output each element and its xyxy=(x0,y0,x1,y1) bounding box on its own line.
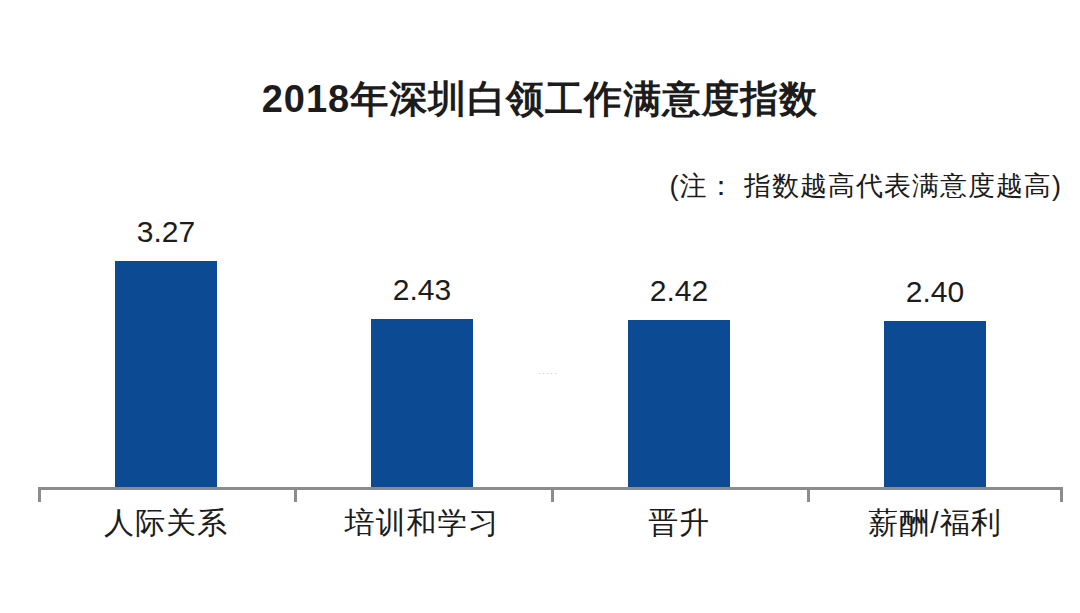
bar-晋升 xyxy=(628,320,730,487)
x-axis-tick xyxy=(807,487,810,502)
category-label: 晋升 xyxy=(551,503,807,543)
bar-薪酬/福利 xyxy=(884,321,986,487)
bar-value-label: 2.43 xyxy=(347,273,497,307)
x-axis-tick xyxy=(1060,487,1063,502)
plot-area: 3.27 人际关系 2.43 培训和学习 2.42 晋升 2.40 薪酬/福利 xyxy=(0,0,1080,613)
faint-artifact: ····· xyxy=(528,366,568,380)
bar-value-label: 3.27 xyxy=(91,215,241,249)
x-axis-tick xyxy=(551,487,554,502)
bar-value-label: 2.42 xyxy=(604,274,754,308)
bar-培训和学习 xyxy=(371,319,473,487)
category-label: 人际关系 xyxy=(38,503,294,543)
category-label: 薪酬/福利 xyxy=(807,503,1063,543)
category-label: 培训和学习 xyxy=(294,503,550,543)
chart-canvas: 2018年深圳白领工作满意度指数 (注： 指数越高代表满意度越高) 3.27人际… xyxy=(0,0,1080,613)
x-axis-tick xyxy=(294,487,297,502)
bar-value-label: 2.40 xyxy=(860,275,1010,309)
x-axis-tick xyxy=(38,487,41,502)
bar-人际关系 xyxy=(115,261,217,487)
